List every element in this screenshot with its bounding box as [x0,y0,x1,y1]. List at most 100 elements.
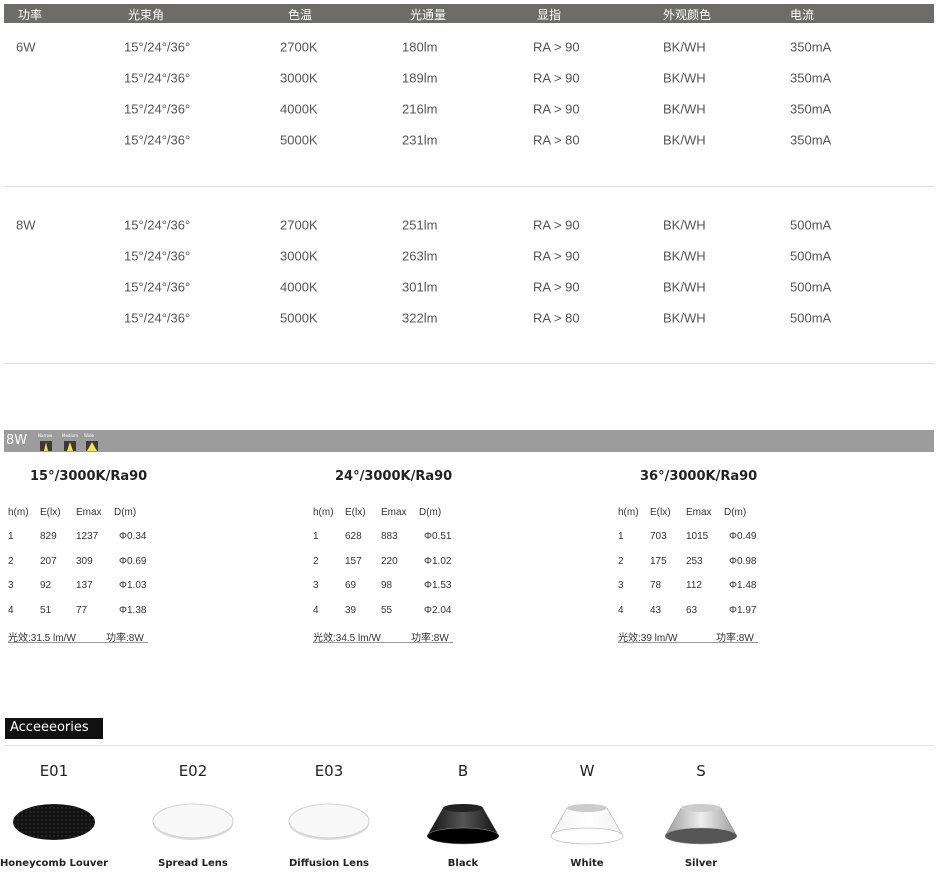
accessory-name: Silver [684,858,718,869]
accessory-name: Spread Lens [158,858,228,869]
photometric-cell: 4 [313,604,319,616]
accessory-code: E02 [178,762,208,780]
spec-cell: 15°/24°/36° [124,39,191,55]
spec-cell: RA > 90 [533,248,580,264]
column-header: E(lx) [345,507,366,518]
spec-cell: 231lm [402,132,438,148]
beam-label: Wide [84,433,94,438]
spec-cell: RA > 90 [533,217,580,233]
photometric-cell: Φ1.38 [119,604,147,616]
block-footer: 光效:39 lm/W 功率:8W [618,629,758,644]
column-header: h(m) [313,507,334,518]
spec-cell: BK/WH [663,132,706,148]
spec-cell: 189lm [402,70,438,86]
spec-cell: RA > 90 [533,39,580,55]
photometric-cell: 175 [650,555,667,567]
spec-cell: 500mA [790,310,832,326]
divider [4,745,934,746]
spec-cell: 4000K [280,279,318,295]
photometric-cell: 4 [618,604,624,616]
photometric-cell: 703 [650,531,667,542]
photometric-cell: 3 [618,580,624,591]
column-header: E(lx) [650,507,671,518]
header-cct: 色温 [288,8,313,22]
column-header: D(m) [114,507,137,518]
divider [4,363,934,364]
beam-label: Narrow [38,433,53,438]
photometric-cell: 829 [40,531,57,542]
lens-icon [152,803,234,840]
efficacy: 光效:31.5 lm/W [8,633,76,644]
header-power: 功率 [18,8,43,22]
spec-cell: 2700K [280,39,318,55]
beam-label: Medium [62,433,78,438]
spec-cell: BK/WH [663,310,706,326]
spec-cell: 263lm [402,248,438,264]
spec-cell: 216lm [402,101,438,117]
spec-cell: 5000K [280,310,318,326]
photometric-cell: Φ0.51 [424,531,452,542]
efficacy: 光效:39 lm/W [618,633,678,644]
power: 功率:8W [716,633,754,644]
photometric-cell: 207 [40,555,57,567]
photometric-cell: 220 [381,555,398,567]
spec-cell: 15°/24°/36° [124,310,191,326]
spec-cell: 3000K [280,248,318,264]
photometric-cell: 883 [381,531,398,542]
efficacy: 光效:34.5 lm/W [313,633,381,644]
photometric-cell: 1 [313,531,319,542]
photometric-cell: 92 [40,580,52,591]
spec-cell: BK/WH [663,70,706,86]
header-beam-angle: 光束角 [128,8,165,22]
column-header: Emax [381,507,407,518]
spec-table-header: 功率 光束角 色温 光通量 显指 外观颜色 电流 [4,4,934,23]
power-cell: 8W [16,217,36,233]
accessory-code: W [579,762,595,780]
accessory-code: E01 [39,762,69,780]
spec-cell: RA > 90 [533,279,580,295]
photometric-cell: 2 [313,555,319,567]
spec-cell: 322lm [402,310,438,326]
photometric-cell: 43 [650,604,662,616]
power-cell: 6W [16,39,36,55]
spec-cell: BK/WH [663,39,706,55]
photometric-cell: 63 [686,604,698,616]
block-footer: 光效:31.5 lm/W 功率:8W [8,629,148,644]
photometric-cell: Φ1.02 [424,555,452,567]
accessory-code: E03 [314,762,344,780]
photometric-cell: Φ0.34 [119,531,147,542]
block-footer: 光效:34.5 lm/W 功率:8W [313,629,453,644]
spec-cell: 15°/24°/36° [124,217,191,233]
spec-cell: BK/WH [663,279,706,295]
photometric-cell: 3 [8,580,14,591]
block-title: 24°/3000K/Ra90 [335,469,453,484]
photometric-cell: 2 [8,555,14,567]
accessory-name: Diffusion Lens [288,858,370,869]
photometric-cell: 78 [650,580,662,591]
photometric-cell: Φ1.48 [729,580,757,591]
photometric-cell: 2 [618,555,624,567]
column-header: E(lx) [40,507,61,518]
spec-cell: 500mA [790,217,832,233]
accessory-name: Black [447,858,479,869]
photometric-cell: Φ0.49 [729,531,757,542]
spec-cell: RA > 80 [533,132,580,148]
accessory-name: White [570,858,604,869]
spec-cell: 15°/24°/36° [124,132,191,148]
header-color: 外观颜色 [663,8,712,22]
photometric-cell: 1015 [686,531,709,542]
spec-cell: 15°/24°/36° [124,248,191,264]
spec-cell: BK/WH [663,248,706,264]
block-title: 15°/3000K/Ra90 [30,469,148,484]
photometric-cell: 77 [76,604,88,616]
column-header: h(m) [8,507,29,518]
medium-beam-icon: Medium [62,433,78,451]
photometric-cell: 51 [40,604,52,616]
photometric-cell: 4 [8,604,14,616]
reflector-silver-icon [664,804,738,845]
photometric-cell: 1 [8,531,14,542]
spec-cell: 15°/24°/36° [124,101,191,117]
accessory-code: S [696,762,706,780]
spec-cell: 180lm [402,39,438,55]
photometric-cell: 39 [345,604,357,616]
